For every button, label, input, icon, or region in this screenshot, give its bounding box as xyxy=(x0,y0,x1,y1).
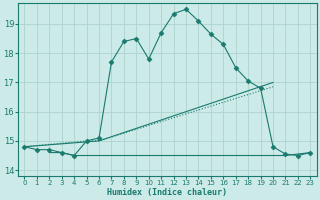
X-axis label: Humidex (Indice chaleur): Humidex (Indice chaleur) xyxy=(108,188,228,197)
